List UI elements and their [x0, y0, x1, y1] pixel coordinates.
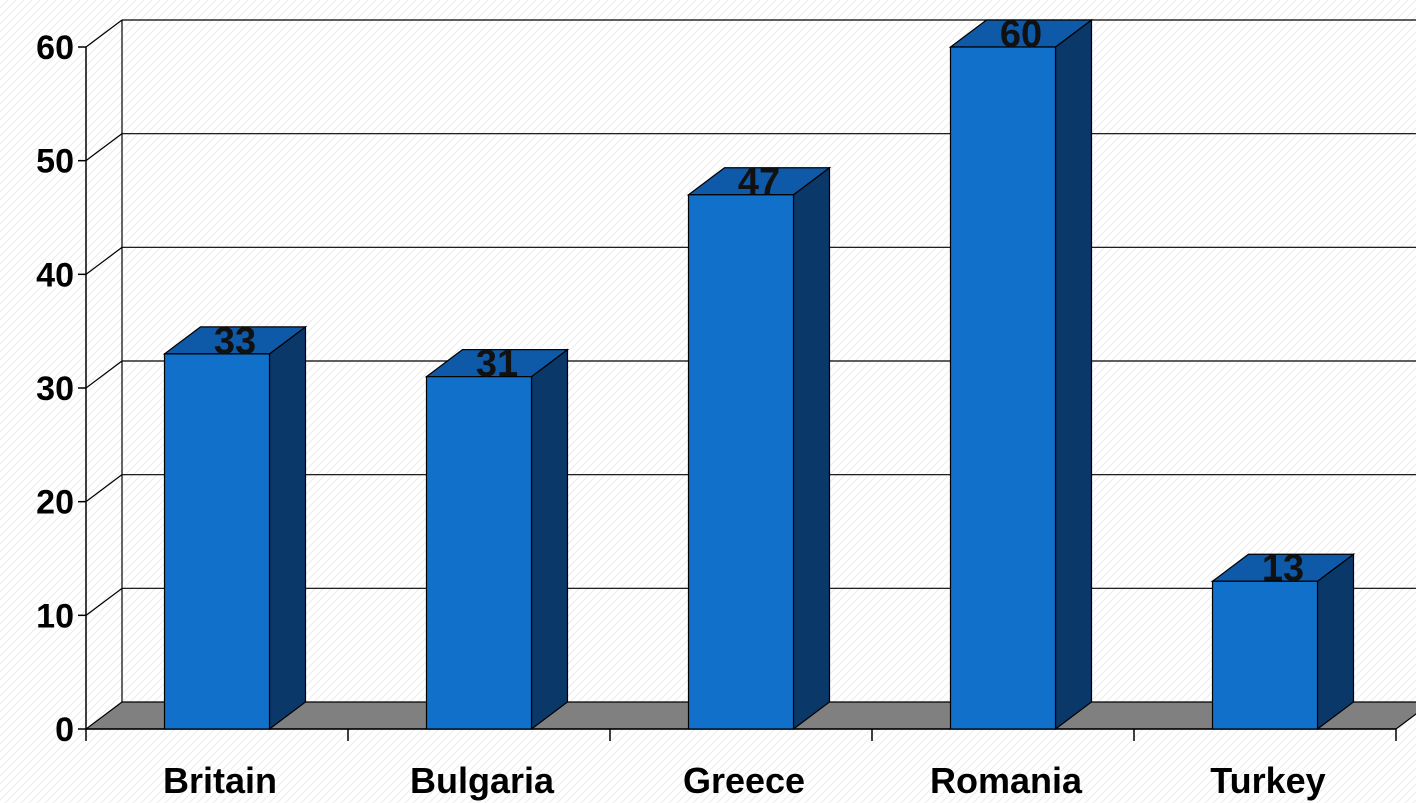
side-wall-gridline	[85, 587, 123, 616]
bar-side-face	[1316, 553, 1355, 731]
data-label: 47	[738, 161, 780, 203]
bar-bulgaria	[424, 348, 570, 731]
y-tick-label: 30	[36, 370, 74, 408]
x-tick-label: Britain	[163, 760, 277, 801]
bar-front-face	[949, 46, 1057, 730]
x-tick-label: Bulgaria	[410, 760, 555, 801]
x-tick-label: Turkey	[1210, 760, 1325, 801]
bar-side-face	[792, 166, 831, 731]
data-label: 33	[214, 320, 256, 362]
labels-layer: 0 10 20 30 40 50 60 33 Britain 31 Bulgaria 47 Greece…	[36, 14, 1326, 802]
bar-side-face	[1054, 18, 1093, 731]
bar-side-face	[530, 348, 569, 731]
bar-greece	[686, 166, 832, 731]
y-tick-label: 60	[36, 29, 74, 67]
data-label: 31	[476, 343, 518, 385]
bar-front-face	[163, 353, 271, 730]
side-wall-gridline	[85, 19, 123, 48]
y-tick-label: 40	[36, 256, 74, 294]
x-tick-label: Greece	[683, 760, 805, 801]
bar-side-face	[268, 325, 307, 731]
y-tick-label: 20	[36, 484, 74, 522]
y-tick-label: 10	[36, 597, 74, 635]
bar-britain	[162, 325, 308, 731]
data-label: 60	[1000, 14, 1042, 56]
bars-layer	[162, 18, 1356, 731]
bar-turkey	[1210, 553, 1356, 731]
side-wall-gridline	[85, 246, 123, 275]
y-tick-label: 0	[55, 711, 74, 749]
data-label: 13	[1262, 548, 1304, 590]
bar-front-face	[687, 194, 795, 730]
side-wall-gridline	[85, 360, 123, 389]
bar-romania	[948, 18, 1094, 731]
side-wall-gridline	[85, 474, 123, 503]
y-tick-label: 50	[36, 143, 74, 181]
x-tick-label: Romania	[930, 760, 1083, 801]
bar-front-face	[425, 376, 533, 730]
side-wall-gridline	[85, 133, 123, 162]
bar-front-face	[1211, 580, 1319, 730]
